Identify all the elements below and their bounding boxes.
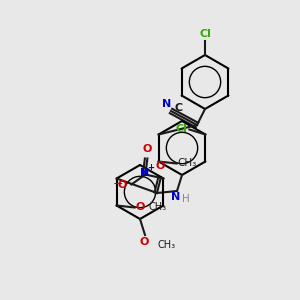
Text: O: O <box>155 161 165 171</box>
Text: −: − <box>113 178 124 191</box>
Text: Cl: Cl <box>199 29 211 39</box>
Text: Cl: Cl <box>176 124 188 134</box>
Text: C: C <box>175 103 183 113</box>
Text: N: N <box>162 99 172 109</box>
Text: O: O <box>117 179 126 190</box>
Text: CH₃: CH₃ <box>157 240 175 250</box>
Text: CH₃: CH₃ <box>178 158 197 169</box>
Text: O: O <box>143 143 152 154</box>
Text: N: N <box>171 192 181 202</box>
Text: CH₃: CH₃ <box>148 202 167 212</box>
Text: O: O <box>136 202 145 212</box>
Text: N: N <box>140 169 149 178</box>
Text: H: H <box>182 194 190 204</box>
Text: +: + <box>147 163 154 172</box>
Text: O: O <box>139 237 149 247</box>
